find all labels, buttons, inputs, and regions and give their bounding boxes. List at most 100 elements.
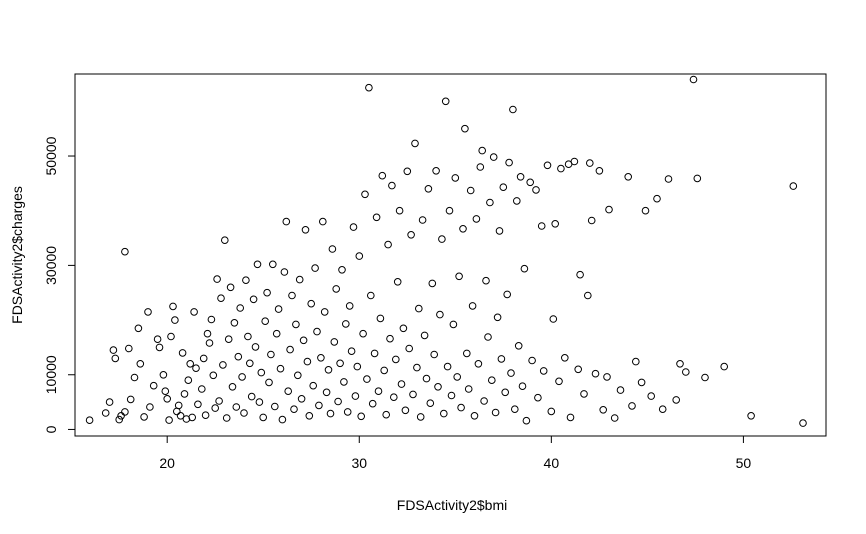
data-point [267,350,275,359]
data-point [230,319,239,327]
y-tick-label: 50000 [43,136,59,175]
data-point [689,75,698,84]
data-point [576,270,584,279]
data-point [292,320,300,329]
data-point [342,320,350,328]
data-point [194,400,202,409]
data-point [566,413,575,422]
data-point [441,97,450,106]
data-point [171,316,179,324]
data-point [217,294,225,303]
data-point [720,362,729,371]
data-point [491,408,500,417]
data-point [580,390,588,398]
data-point [276,364,285,373]
data-point [221,236,229,244]
data-point [111,354,120,363]
data-point [503,290,512,299]
data-point [507,369,515,377]
data-point [401,406,410,415]
data-point [443,362,452,371]
data-point [628,402,636,410]
x-axis-title: FDSActivity2$bmi [397,497,507,513]
data-point [474,360,483,368]
data-point [261,317,270,326]
data-point [532,186,540,194]
data-point [246,359,254,368]
data-point [215,397,223,405]
data-point [624,173,633,181]
data-point [336,359,344,368]
data-point [305,412,314,420]
data-point [539,367,548,375]
data-point [244,332,252,341]
data-point [109,346,118,354]
data-point [332,285,341,293]
data-point [378,171,387,180]
data-point [226,283,235,292]
data-point [384,240,392,249]
data-point [647,392,656,400]
data-point [222,414,231,422]
data-point [455,272,463,281]
data-point [355,252,364,260]
data-point [466,186,475,195]
data-point [343,408,352,416]
data-point [228,383,237,391]
data-point [280,268,289,276]
data-point [125,344,133,353]
data-point [149,381,158,390]
y-tick-label: 30000 [43,246,59,285]
data-point [428,279,437,288]
data-point [146,403,154,411]
data-point [213,275,221,283]
data-point [334,397,342,406]
data-point [672,396,681,404]
data-point [682,368,690,376]
data-point [516,173,525,181]
data-point [338,266,346,274]
data-point [440,409,448,418]
data-point [211,404,219,412]
data-points [85,75,807,427]
data-point [436,310,444,319]
data-point [242,276,250,285]
data-point [497,355,506,363]
data-point [701,373,709,382]
data-point [528,356,536,365]
data-point [207,315,216,324]
data-point [188,413,196,422]
data-point [134,324,143,333]
data-point [192,364,200,373]
data-point [269,260,277,269]
data-point [357,412,366,421]
data-point [534,393,542,402]
data-point [278,415,287,424]
data-point [251,343,260,351]
data-point [632,357,640,366]
plot-frame [74,73,827,437]
data-point [167,332,175,341]
data-point [463,349,471,358]
data-point [480,397,488,405]
data-point [295,275,304,284]
data-point [201,411,210,420]
data-point [240,409,248,417]
data-point [353,362,362,371]
data-point [376,314,385,323]
data-point [311,264,319,272]
data-point [470,412,479,420]
data-point [234,352,243,361]
data-point [315,401,323,410]
data-point [365,83,373,92]
data-point [345,302,354,310]
x-tick-label: 30 [351,455,367,471]
data-point [284,387,293,396]
data-point [392,355,400,364]
data-point [386,334,394,343]
data-point [340,378,348,386]
data-point [320,308,329,316]
data-point [313,327,321,336]
data-point [518,382,527,391]
data-point [495,227,504,235]
